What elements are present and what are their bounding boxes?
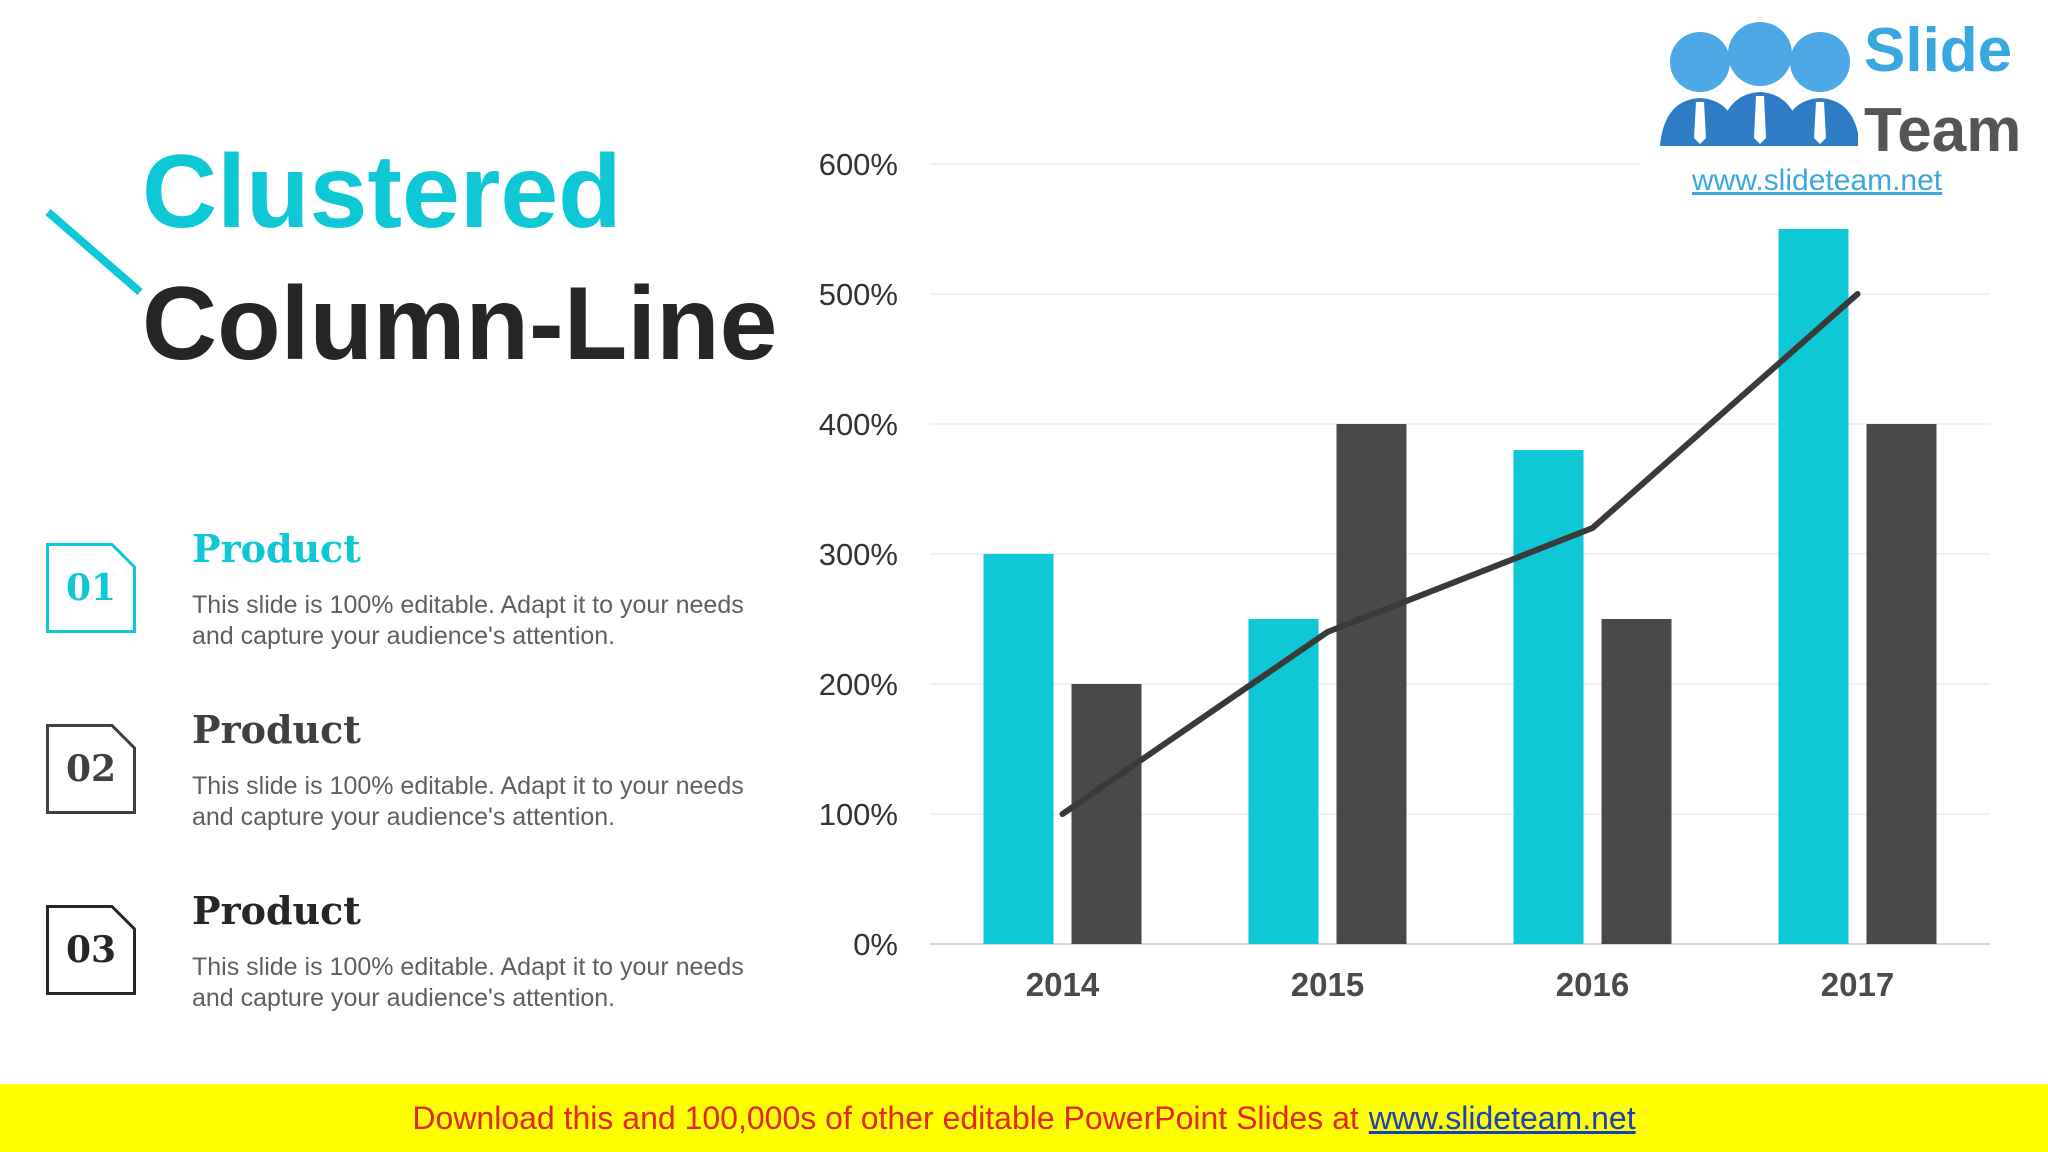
x-tick-label: 2014 xyxy=(1026,966,1100,1003)
title-line-2: Column-Line xyxy=(142,266,778,382)
bar xyxy=(1071,684,1142,944)
slideteam-logo[interactable]: Slide Team www.slideteam.net xyxy=(1640,0,2048,200)
bar xyxy=(1866,424,1937,944)
bar xyxy=(1601,619,1672,944)
bar xyxy=(1248,619,1319,944)
download-banner: Download this and 100,000s of other edit… xyxy=(0,1084,2048,1152)
y-tick-label: 100% xyxy=(819,797,898,832)
badge-number: 01 xyxy=(65,567,117,609)
x-tick-label: 2017 xyxy=(1821,966,1894,1003)
banner-message: Download this and 100,000s of other edit… xyxy=(412,1099,1359,1136)
people-icon xyxy=(1660,22,1858,146)
y-tick-label: 300% xyxy=(819,537,898,572)
series-line xyxy=(1059,291,1861,817)
logo-url[interactable]: www.slideteam.net xyxy=(1692,164,1943,197)
item-description: This slide is 100% editable. Adapt it to… xyxy=(192,591,744,650)
title-line-1: Clustered xyxy=(142,134,622,250)
logo-slide-text: Slide xyxy=(1864,16,2013,85)
bar xyxy=(1336,424,1407,944)
product-item-2: 02 Product This slide is 100% editable. … xyxy=(46,709,746,859)
item-description: This slide is 100% editable. Adapt it to… xyxy=(192,953,744,1012)
y-tick-label: 500% xyxy=(819,277,898,312)
clustered-column-line-chart: 0% 100% 200% 300% 400% 500% 600% 2014 2015 2016 20… xyxy=(819,147,1990,1003)
badge-number: 03 xyxy=(65,929,117,971)
x-tick-label: 2016 xyxy=(1556,966,1629,1003)
item-description: This slide is 100% editable. Adapt it to… xyxy=(192,772,744,831)
item-heading: Product xyxy=(192,707,361,752)
x-tick-label: 2015 xyxy=(1291,966,1364,1003)
bar xyxy=(1513,450,1584,944)
number-badge-1: 01 xyxy=(46,543,136,633)
product-item-3: 03 Product This slide is 100% editable. … xyxy=(46,890,746,1040)
product-item-1: 01 Product This slide is 100% editable. … xyxy=(46,528,746,678)
number-badge-2: 02 xyxy=(46,724,136,814)
item-heading: Product xyxy=(192,526,361,571)
bar xyxy=(1778,229,1849,944)
number-badge-3: 03 xyxy=(46,905,136,995)
item-heading: Product xyxy=(192,888,361,933)
logo-team-text: Team xyxy=(1864,96,2022,165)
bar xyxy=(983,554,1054,944)
y-tick-label: 600% xyxy=(819,147,898,182)
y-tick-label: 400% xyxy=(819,407,898,442)
y-tick-label: 200% xyxy=(819,667,898,702)
banner-link[interactable]: www.slideteam.net xyxy=(1368,1099,1636,1136)
y-tick-label: 0% xyxy=(853,927,898,962)
badge-number: 02 xyxy=(65,748,117,790)
